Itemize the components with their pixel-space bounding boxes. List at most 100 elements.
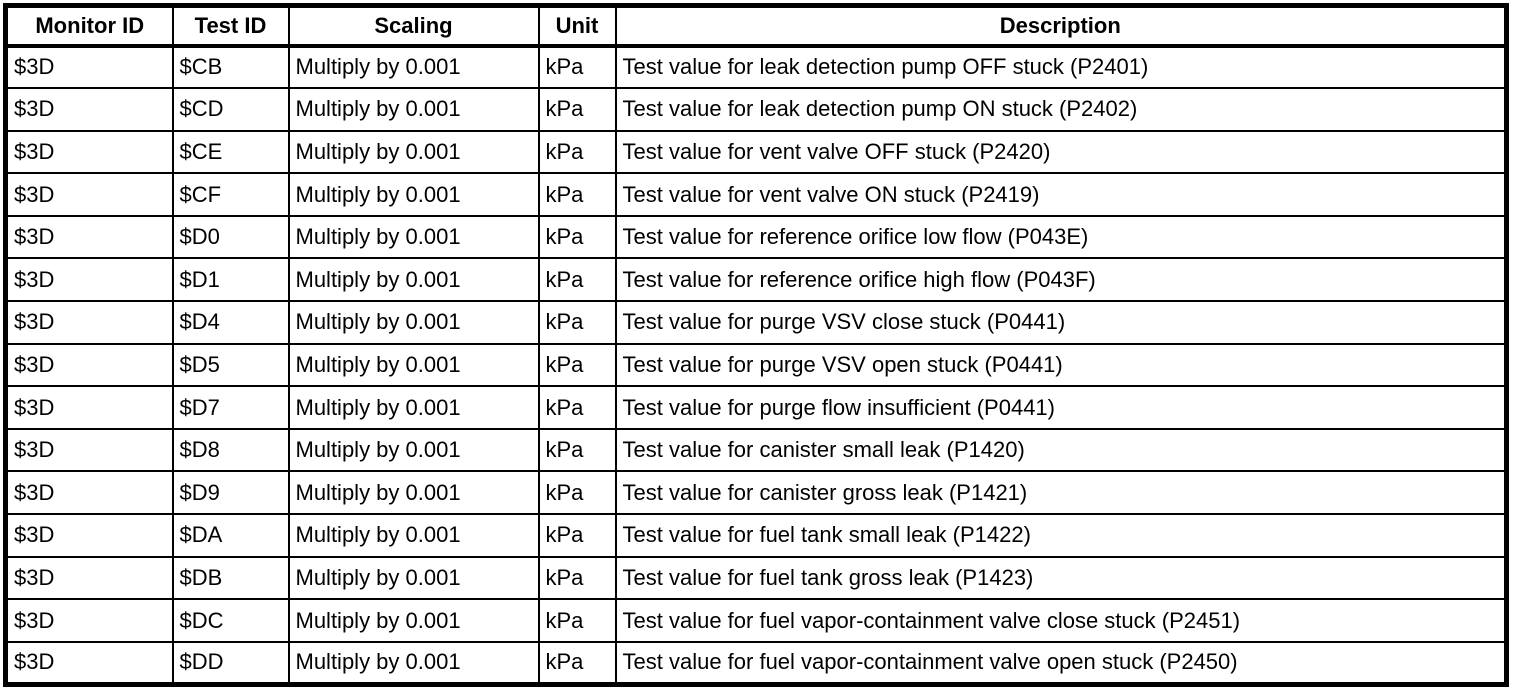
table-row: $3D $CD Multiply by 0.001 kPa Test value… — [4, 87, 1508, 132]
cell-scaling: Multiply by 0.001 — [287, 555, 540, 601]
table-row: $3D $DD Multiply by 0.001 kPa Test value… — [4, 640, 1508, 686]
table-header: Monitor ID Test ID Scaling Unit Descript… — [4, 4, 1508, 48]
cell-test-id: $D8 — [171, 427, 290, 473]
cell-scaling: Multiply by 0.001 — [287, 44, 540, 90]
cell-monitor-id: $3D — [4, 555, 174, 601]
cell-unit: kPa — [537, 598, 617, 643]
cell-description: Test value for reference orifice low flo… — [614, 214, 1508, 260]
cell-description: Test value for vent valve ON stuck (P241… — [614, 172, 1508, 217]
table-row: $3D $D8 Multiply by 0.001 kPa Test value… — [4, 427, 1508, 473]
cell-description: Test value for fuel vapor-containment va… — [614, 598, 1508, 643]
column-header-monitor-id: Monitor ID — [4, 4, 174, 48]
cell-unit: kPa — [537, 470, 617, 516]
cell-description: Test value for purge flow insufficient (… — [614, 385, 1508, 430]
table-row: $3D $D5 Multiply by 0.001 kPa Test value… — [4, 342, 1508, 388]
table-row: $3D $D7 Multiply by 0.001 kPa Test value… — [4, 385, 1508, 430]
cell-scaling: Multiply by 0.001 — [287, 598, 540, 643]
cell-monitor-id: $3D — [4, 342, 174, 388]
cell-test-id: $D5 — [171, 342, 290, 388]
cell-unit: kPa — [537, 87, 617, 132]
cell-description: Test value for canister gross leak (P142… — [614, 470, 1508, 516]
table-row: $3D $DC Multiply by 0.001 kPa Test value… — [4, 598, 1508, 643]
cell-test-id: $D7 — [171, 385, 290, 430]
cell-test-id: $D9 — [171, 470, 290, 516]
table-row: $3D $DB Multiply by 0.001 kPa Test value… — [4, 555, 1508, 601]
cell-unit: kPa — [537, 513, 617, 558]
cell-description: Test value for fuel tank gross leak (P14… — [614, 555, 1508, 601]
test-spec-table: Monitor ID Test ID Scaling Unit Descript… — [3, 3, 1509, 687]
cell-scaling: Multiply by 0.001 — [287, 300, 540, 345]
cell-unit: kPa — [537, 214, 617, 260]
cell-description: Test value for reference orifice high fl… — [614, 257, 1508, 303]
cell-unit: kPa — [537, 342, 617, 388]
cell-scaling: Multiply by 0.001 — [287, 385, 540, 430]
column-header-unit: Unit — [537, 4, 617, 48]
cell-scaling: Multiply by 0.001 — [287, 87, 540, 132]
cell-test-id: $D4 — [171, 300, 290, 345]
cell-scaling: Multiply by 0.001 — [287, 172, 540, 217]
cell-test-id: $CE — [171, 129, 290, 175]
cell-description: Test value for leak detection pump ON st… — [614, 87, 1508, 132]
cell-description: Test value for leak detection pump OFF s… — [614, 44, 1508, 90]
cell-monitor-id: $3D — [4, 257, 174, 303]
cell-description: Test value for purge VSV open stuck (P04… — [614, 342, 1508, 388]
cell-monitor-id: $3D — [4, 129, 174, 175]
cell-test-id: $CD — [171, 87, 290, 132]
cell-description: Test value for fuel vapor-containment va… — [614, 640, 1508, 686]
cell-test-id: $D1 — [171, 257, 290, 303]
table-body: $3D $CB Multiply by 0.001 kPa Test value… — [4, 44, 1508, 686]
cell-description: Test value for canister small leak (P142… — [614, 427, 1508, 473]
table-row: $3D $D4 Multiply by 0.001 kPa Test value… — [4, 300, 1508, 345]
cell-test-id: $DD — [171, 640, 290, 686]
cell-scaling: Multiply by 0.001 — [287, 257, 540, 303]
cell-test-id: $DB — [171, 555, 290, 601]
column-header-description: Description — [614, 4, 1508, 48]
table-row: $3D $DA Multiply by 0.001 kPa Test value… — [4, 513, 1508, 558]
table-row: $3D $CF Multiply by 0.001 kPa Test value… — [4, 172, 1508, 217]
cell-unit: kPa — [537, 555, 617, 601]
cell-description: Test value for vent valve OFF stuck (P24… — [614, 129, 1508, 175]
cell-monitor-id: $3D — [4, 44, 174, 90]
cell-unit: kPa — [537, 44, 617, 90]
cell-test-id: $DA — [171, 513, 290, 558]
table-row: $3D $CB Multiply by 0.001 kPa Test value… — [4, 44, 1508, 90]
cell-scaling: Multiply by 0.001 — [287, 513, 540, 558]
table-row: $3D $CE Multiply by 0.001 kPa Test value… — [4, 129, 1508, 175]
table-row: $3D $D9 Multiply by 0.001 kPa Test value… — [4, 470, 1508, 516]
cell-scaling: Multiply by 0.001 — [287, 470, 540, 516]
table-row: $3D $D0 Multiply by 0.001 kPa Test value… — [4, 214, 1508, 260]
cell-test-id: $CF — [171, 172, 290, 217]
cell-unit: kPa — [537, 427, 617, 473]
cell-monitor-id: $3D — [4, 427, 174, 473]
cell-scaling: Multiply by 0.001 — [287, 640, 540, 686]
cell-scaling: Multiply by 0.001 — [287, 342, 540, 388]
cell-unit: kPa — [537, 129, 617, 175]
cell-unit: kPa — [537, 385, 617, 430]
cell-scaling: Multiply by 0.001 — [287, 427, 540, 473]
header-row: Monitor ID Test ID Scaling Unit Descript… — [4, 4, 1508, 48]
cell-monitor-id: $3D — [4, 385, 174, 430]
cell-monitor-id: $3D — [4, 640, 174, 686]
cell-monitor-id: $3D — [4, 214, 174, 260]
column-header-test-id: Test ID — [171, 4, 290, 48]
cell-unit: kPa — [537, 257, 617, 303]
cell-monitor-id: $3D — [4, 87, 174, 132]
cell-monitor-id: $3D — [4, 598, 174, 643]
column-header-scaling: Scaling — [287, 4, 540, 48]
cell-monitor-id: $3D — [4, 172, 174, 217]
cell-description: Test value for fuel tank small leak (P14… — [614, 513, 1508, 558]
cell-scaling: Multiply by 0.001 — [287, 214, 540, 260]
cell-monitor-id: $3D — [4, 513, 174, 558]
cell-monitor-id: $3D — [4, 470, 174, 516]
cell-test-id: $CB — [171, 44, 290, 90]
cell-test-id: $D0 — [171, 214, 290, 260]
cell-monitor-id: $3D — [4, 300, 174, 345]
cell-scaling: Multiply by 0.001 — [287, 129, 540, 175]
cell-unit: kPa — [537, 640, 617, 686]
table-row: $3D $D1 Multiply by 0.001 kPa Test value… — [4, 257, 1508, 303]
cell-unit: kPa — [537, 172, 617, 217]
cell-unit: kPa — [537, 300, 617, 345]
test-spec-table-container: Monitor ID Test ID Scaling Unit Descript… — [3, 3, 1509, 687]
cell-test-id: $DC — [171, 598, 290, 643]
cell-description: Test value for purge VSV close stuck (P0… — [614, 300, 1508, 345]
